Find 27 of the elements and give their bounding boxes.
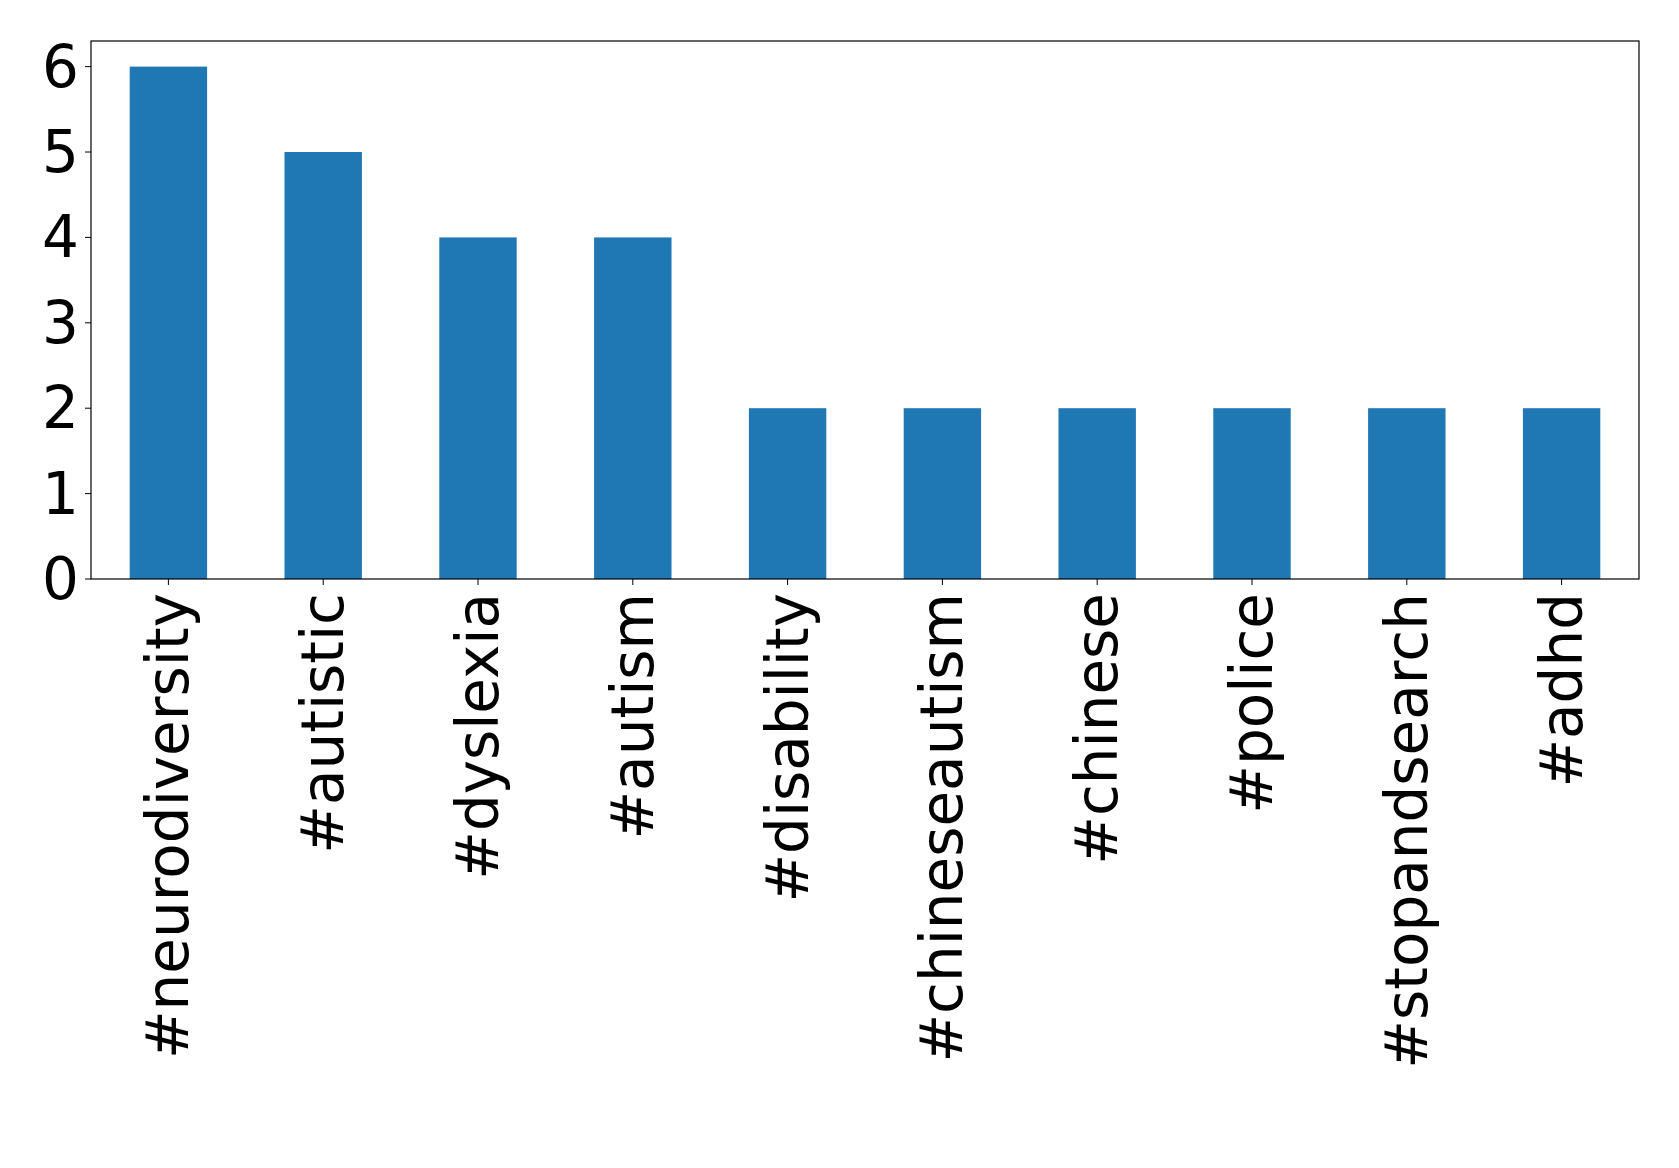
bar: [439, 237, 517, 579]
x-tick-label: #autistic: [289, 593, 358, 854]
bar: [284, 152, 362, 579]
bar: [129, 66, 208, 579]
x-tick-label: #disability: [753, 593, 822, 903]
y-tick-label: 5: [42, 118, 79, 187]
y-tick-label: 0: [42, 545, 79, 613]
x-tick-label: #stopandsearch: [1372, 593, 1441, 1069]
y-tick-label: 6: [42, 32, 79, 101]
x-tick-label: #police: [1218, 593, 1286, 814]
bar: [1368, 408, 1446, 579]
bar: [594, 237, 672, 579]
bar: [1058, 408, 1136, 579]
x-tick-label: #chinese: [1063, 593, 1132, 865]
x-tick-label: #autism: [598, 593, 667, 840]
bar: [748, 408, 827, 579]
y-tick-label: 2: [42, 374, 79, 443]
x-tick-label: #neurodiversity: [134, 593, 203, 1060]
x-tick-label: #dyslexia: [444, 593, 512, 880]
y-tick-label: 4: [42, 203, 79, 272]
y-tick-label: 1: [42, 459, 79, 528]
bar: [1522, 408, 1601, 579]
x-tick-label: #adhd: [1527, 593, 1596, 788]
bar: [903, 408, 982, 579]
bar: [1213, 408, 1291, 579]
y-tick-label: 3: [42, 288, 79, 357]
x-tick-label: #chineseautism: [908, 593, 977, 1063]
